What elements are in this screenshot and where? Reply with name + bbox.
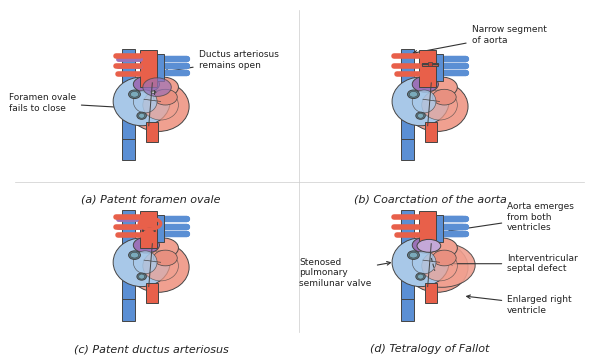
- Text: (a) Patent foramen ovale: (a) Patent foramen ovale: [82, 194, 221, 204]
- Ellipse shape: [412, 90, 436, 113]
- FancyBboxPatch shape: [146, 283, 158, 303]
- Ellipse shape: [422, 90, 457, 120]
- FancyBboxPatch shape: [140, 211, 157, 248]
- Text: Ductus arteriosus
remains open: Ductus arteriosus remains open: [164, 50, 278, 73]
- Ellipse shape: [418, 274, 424, 279]
- Ellipse shape: [127, 242, 189, 292]
- Ellipse shape: [151, 91, 156, 93]
- Ellipse shape: [143, 251, 178, 281]
- FancyBboxPatch shape: [122, 299, 135, 321]
- FancyBboxPatch shape: [140, 50, 157, 87]
- FancyBboxPatch shape: [122, 139, 135, 160]
- Ellipse shape: [127, 81, 189, 131]
- Ellipse shape: [154, 250, 177, 266]
- Ellipse shape: [113, 238, 170, 287]
- FancyBboxPatch shape: [122, 49, 135, 142]
- Ellipse shape: [128, 251, 140, 260]
- Ellipse shape: [154, 89, 177, 105]
- Text: Interventricular
septal defect: Interventricular septal defect: [449, 254, 578, 273]
- Ellipse shape: [406, 242, 468, 292]
- FancyBboxPatch shape: [427, 54, 443, 81]
- Ellipse shape: [148, 238, 178, 258]
- FancyBboxPatch shape: [427, 215, 443, 242]
- FancyBboxPatch shape: [148, 54, 164, 81]
- Ellipse shape: [427, 238, 457, 258]
- Ellipse shape: [416, 112, 425, 119]
- Ellipse shape: [409, 91, 418, 97]
- Text: Enlarged right
ventricle: Enlarged right ventricle: [467, 295, 572, 314]
- Ellipse shape: [417, 240, 441, 252]
- Ellipse shape: [412, 237, 439, 253]
- FancyBboxPatch shape: [401, 210, 414, 303]
- Ellipse shape: [130, 91, 139, 97]
- FancyBboxPatch shape: [146, 122, 158, 142]
- Ellipse shape: [113, 77, 170, 126]
- Ellipse shape: [392, 77, 449, 126]
- Text: (b) Coarctation of the aorta: (b) Coarctation of the aorta: [353, 194, 506, 204]
- Text: (c) Patent ductus arteriosus: (c) Patent ductus arteriosus: [74, 344, 229, 355]
- Ellipse shape: [137, 112, 146, 119]
- FancyBboxPatch shape: [122, 210, 135, 303]
- Ellipse shape: [143, 78, 172, 97]
- Ellipse shape: [422, 251, 457, 281]
- Ellipse shape: [143, 90, 178, 120]
- Ellipse shape: [409, 252, 418, 258]
- Ellipse shape: [433, 250, 456, 266]
- Ellipse shape: [133, 90, 157, 113]
- Ellipse shape: [130, 252, 139, 258]
- FancyBboxPatch shape: [148, 215, 164, 242]
- FancyBboxPatch shape: [425, 122, 437, 142]
- Ellipse shape: [407, 251, 419, 260]
- Ellipse shape: [407, 90, 419, 99]
- Ellipse shape: [139, 113, 145, 118]
- Ellipse shape: [406, 81, 468, 131]
- FancyBboxPatch shape: [401, 49, 414, 142]
- Text: Aorta emerges
from both
ventricles: Aorta emerges from both ventricles: [449, 202, 574, 232]
- Ellipse shape: [128, 90, 140, 99]
- FancyBboxPatch shape: [419, 211, 436, 248]
- Ellipse shape: [148, 77, 178, 97]
- FancyBboxPatch shape: [401, 139, 414, 160]
- Ellipse shape: [133, 76, 160, 92]
- Ellipse shape: [416, 273, 425, 280]
- Text: Foramen ovale
fails to close: Foramen ovale fails to close: [9, 93, 132, 113]
- Ellipse shape: [409, 243, 475, 287]
- Ellipse shape: [412, 251, 436, 274]
- Ellipse shape: [137, 273, 146, 280]
- FancyBboxPatch shape: [422, 63, 438, 66]
- Ellipse shape: [139, 274, 145, 279]
- Ellipse shape: [133, 251, 157, 274]
- FancyBboxPatch shape: [428, 62, 433, 66]
- Ellipse shape: [427, 77, 457, 97]
- Text: Narrow segment
of aorta: Narrow segment of aorta: [413, 25, 547, 54]
- Ellipse shape: [133, 237, 160, 253]
- FancyBboxPatch shape: [401, 299, 414, 321]
- FancyBboxPatch shape: [425, 283, 437, 303]
- Ellipse shape: [392, 238, 449, 287]
- Text: Stenosed
pulmonary
semilunar valve: Stenosed pulmonary semilunar valve: [299, 258, 391, 287]
- Ellipse shape: [418, 113, 424, 118]
- Text: (d) Tetralogy of Fallot: (d) Tetralogy of Fallot: [370, 344, 490, 355]
- Ellipse shape: [433, 89, 456, 105]
- FancyBboxPatch shape: [419, 50, 436, 87]
- Ellipse shape: [412, 76, 439, 92]
